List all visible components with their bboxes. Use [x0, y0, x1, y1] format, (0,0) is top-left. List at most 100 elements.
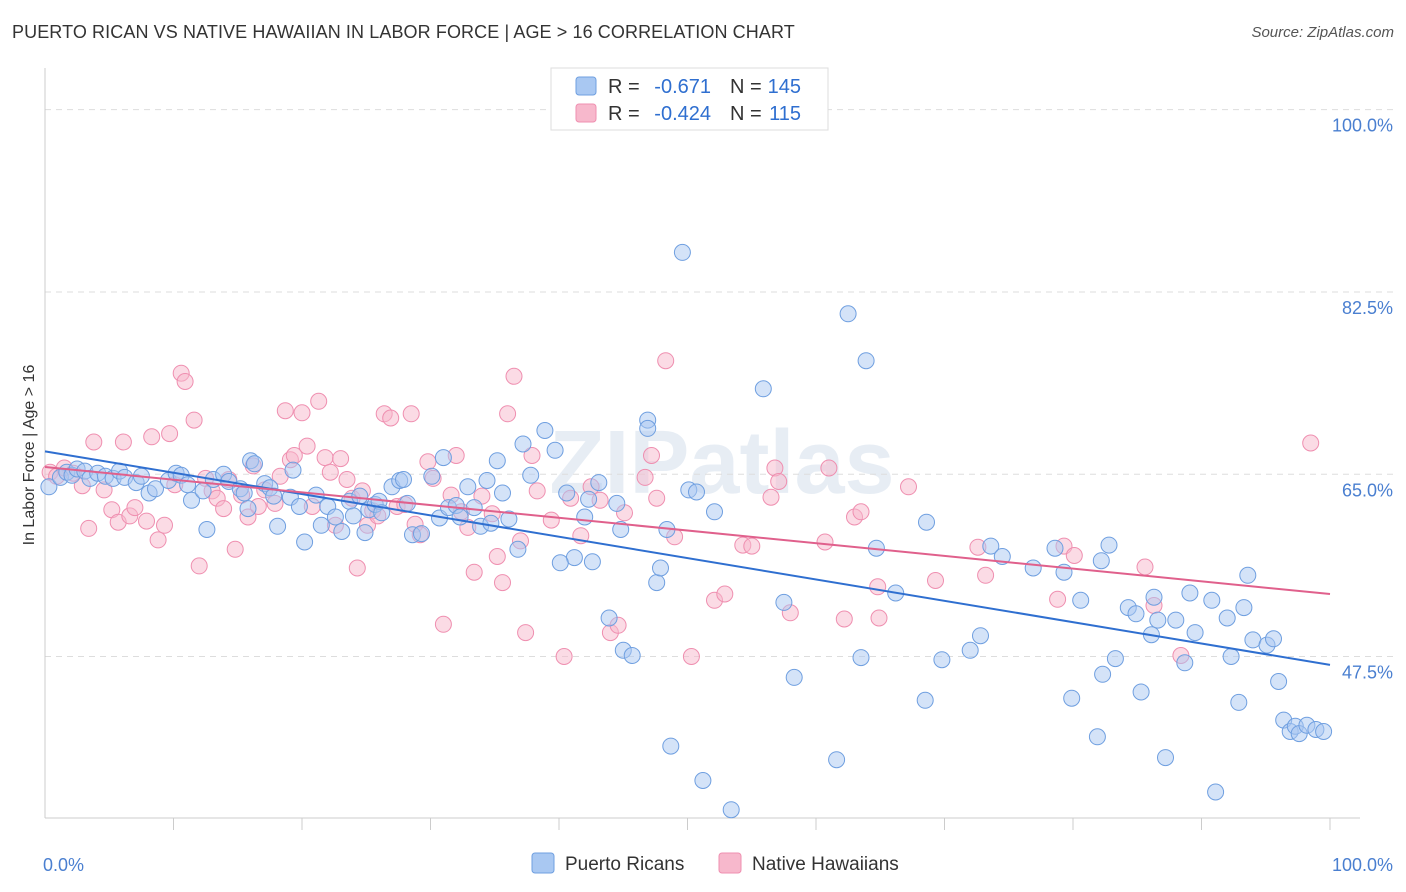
data-point [1181, 584, 1199, 602]
data-point [156, 516, 173, 534]
data-point [344, 507, 362, 525]
data-point [816, 533, 834, 551]
data-point [290, 498, 308, 515]
data-point [820, 459, 838, 477]
data-point [419, 453, 437, 471]
data-point [316, 449, 334, 467]
data-point [505, 367, 523, 385]
data-point [1024, 559, 1042, 577]
legend-n-value-2: 115 [769, 103, 801, 125]
trendline-puerto-ricans [44, 450, 1331, 666]
bottom-legend-swatch-native-hawaiians [718, 852, 742, 874]
data-point [482, 514, 500, 532]
data-point [1230, 693, 1248, 711]
data-point [770, 473, 788, 490]
data-point [828, 751, 846, 769]
data-point [183, 491, 200, 509]
data-point [80, 519, 98, 537]
data-point [643, 447, 660, 464]
data-point [706, 503, 723, 521]
data-point [499, 405, 517, 423]
data-point [583, 553, 601, 571]
data-point [114, 433, 132, 451]
data-point [1106, 650, 1124, 668]
data-point [1100, 536, 1118, 554]
stats-legend-box [550, 67, 829, 131]
data-point [918, 513, 935, 531]
y-tick-label: 47.5% [1342, 663, 1393, 683]
x-ticks [173, 818, 1331, 830]
data-point [395, 471, 412, 488]
data-point [494, 484, 511, 502]
data-point [1145, 588, 1163, 606]
bottom-legend-label-puerto-ricans: Puerto Ricans [565, 854, 684, 875]
data-point [138, 512, 155, 530]
data-point [608, 494, 626, 512]
data-point [977, 566, 995, 584]
data-point [185, 411, 203, 429]
data-point [1167, 611, 1185, 629]
data-point [147, 480, 164, 498]
data-point [312, 516, 330, 534]
data-point [488, 452, 506, 470]
data-point [716, 585, 734, 603]
data-point [332, 450, 350, 468]
data-point [1176, 654, 1194, 672]
data-point [900, 478, 917, 496]
data-point [321, 463, 339, 481]
data-point [382, 409, 400, 427]
data-point [514, 435, 532, 453]
data-point [1186, 624, 1204, 642]
data-point [558, 484, 576, 502]
y-tick-label: 65.0% [1342, 480, 1393, 500]
legend-r-value-2: -0.424 [654, 103, 711, 125]
data-point [657, 352, 675, 370]
data-point [488, 548, 506, 565]
legend-r-value-1: -0.671 [654, 76, 711, 98]
data-point [636, 468, 654, 486]
data-point [1132, 683, 1150, 701]
data-point [1239, 566, 1257, 584]
data-point [528, 482, 546, 500]
data-point [927, 572, 944, 589]
data-point [972, 627, 989, 645]
data-point [542, 511, 560, 529]
data-point [190, 557, 208, 575]
data-point [648, 489, 666, 507]
data-point [555, 648, 573, 665]
data-point [839, 305, 857, 323]
data-point [509, 540, 527, 558]
data-point [1157, 749, 1174, 767]
data-point [1046, 539, 1064, 557]
data-point [1149, 611, 1167, 629]
data-point [576, 508, 594, 526]
data-point [694, 772, 712, 789]
data-point [149, 531, 167, 549]
data-point [494, 574, 511, 592]
bottom-legend-swatch-puerto-ricans [531, 852, 555, 874]
data-point [916, 691, 934, 709]
data-point [1203, 591, 1221, 609]
data-point [1065, 547, 1083, 564]
data-point [326, 508, 344, 526]
legend-swatch-puerto-ricans [575, 76, 597, 96]
data-point [933, 651, 951, 669]
data-point [1265, 630, 1282, 648]
data-point [580, 490, 598, 508]
data-point [754, 380, 772, 398]
legend-r-label-1: R = [608, 76, 640, 98]
gridlines [45, 109, 1393, 658]
source-label: Source: ZipAtlas.com [1251, 24, 1394, 41]
data-point [612, 521, 630, 538]
data-point [85, 433, 103, 451]
data-point [522, 466, 540, 484]
data-point [478, 472, 496, 489]
x-tick-label-min: 0.0% [43, 855, 84, 875]
bottom-legend-label-native-hawaiians: Native Hawaiians [752, 854, 899, 875]
data-point [517, 624, 535, 642]
data-point [1207, 783, 1225, 801]
data-point [1270, 673, 1288, 690]
data-point [623, 647, 641, 664]
chart-title: PUERTO RICAN VS NATIVE HAWAIIAN IN LABOR… [12, 22, 795, 42]
